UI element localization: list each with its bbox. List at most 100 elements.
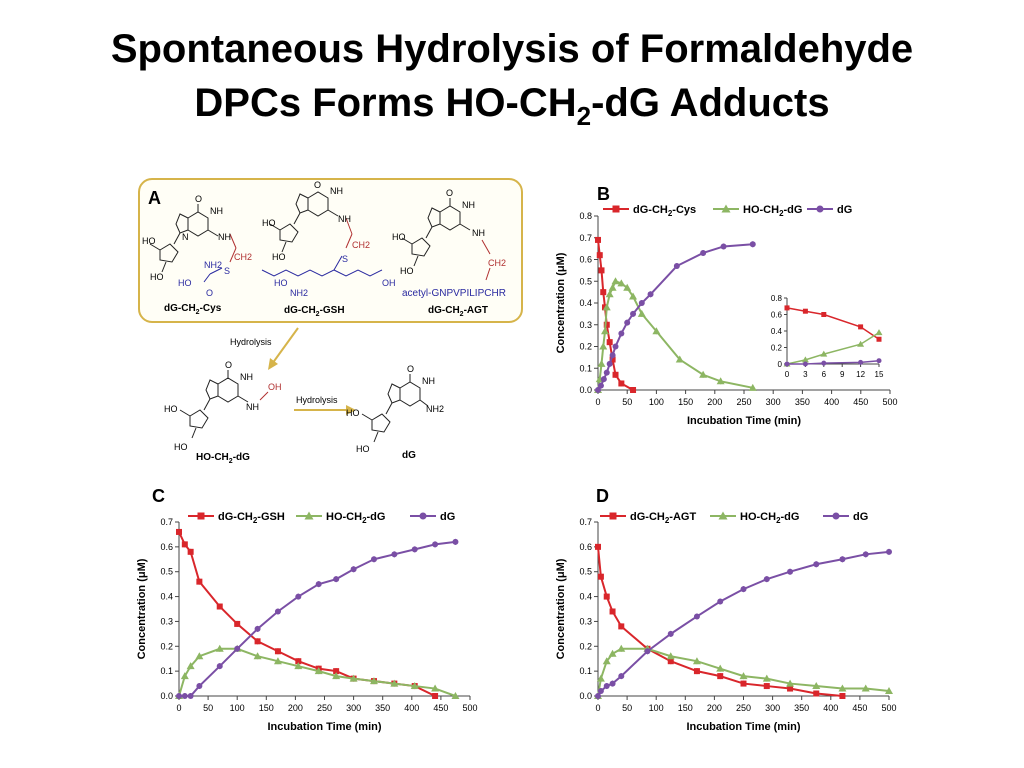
x-tick-label: 450: [853, 397, 868, 407]
y-tick-label: 0.5: [579, 276, 592, 286]
x-tick-label: 50: [622, 397, 632, 407]
legend-label: dG-CH2-AGT: [630, 511, 696, 525]
x-tick-label: 200: [707, 703, 722, 713]
x-tick-label: 400: [824, 397, 839, 407]
panel-a-letter: A: [148, 188, 161, 208]
title-line-2-pre: DPCs Forms HO-CH: [194, 81, 577, 125]
series-1: [175, 644, 460, 699]
atom-oh-2: OH: [268, 382, 282, 392]
slide-title: Spontaneous Hydrolysis of Formaldehyde D…: [0, 22, 1024, 143]
y-tick-label: 0.0: [579, 691, 592, 701]
y-tick-label: 0.6: [579, 255, 592, 265]
series-line: [597, 239, 634, 391]
peptide-label: acetyl-GNPVPILIPCHR: [402, 288, 506, 299]
atom-oh-1: OH: [382, 278, 396, 288]
inset-x-tick-label: 12: [856, 370, 865, 379]
x-tick-label: 400: [823, 703, 838, 713]
y-tick-label: 0.6: [579, 542, 592, 552]
x-tick-label: 150: [678, 703, 693, 713]
inset-y-tick-label: 0: [778, 360, 783, 369]
y-tick-label: 0.7: [579, 233, 592, 243]
y-tick-label: 0.5: [160, 567, 173, 577]
atom-s-2: S: [342, 254, 348, 264]
x-tick-label: 300: [346, 703, 361, 713]
atom-nh2-1: NH2: [204, 260, 222, 270]
atom-ho-10: HO: [174, 442, 188, 452]
inset-x-tick-label: 6: [822, 370, 827, 379]
atom-o-6: O: [407, 364, 414, 374]
y-tick-label: 0.0: [579, 385, 592, 395]
y-tick-label: 0.3: [579, 616, 592, 626]
atom-nh2-2: NH2: [290, 288, 308, 298]
inset-x-tick-label: 0: [785, 370, 790, 379]
legend-marker: [612, 205, 620, 213]
inset-y-tick-label: 0.8: [771, 294, 783, 303]
x-tick-label: 350: [795, 397, 810, 407]
atom-ho-7: HO: [392, 232, 406, 242]
legend-label: HO-CH2-dG: [326, 511, 385, 525]
y-tick-label: 0.7: [160, 517, 173, 527]
x-tick-label: 0: [595, 703, 600, 713]
structure-dg: [361, 374, 429, 443]
inset-bg: [787, 298, 879, 364]
x-axis-label: Incubation Time (min): [687, 415, 801, 427]
atom-ho-1: HO: [142, 236, 156, 246]
series-0: [595, 543, 846, 699]
atom-o-5: O: [225, 360, 232, 370]
panel-b-letter: B: [597, 184, 610, 204]
y-tick-label: 0.1: [160, 666, 173, 676]
y-axis-label: Concentration (μM): [555, 558, 567, 659]
legend-marker: [197, 512, 205, 520]
x-tick-label: 100: [649, 703, 664, 713]
legend: dG-CH2-GSH HO-CH2-dG dG: [188, 511, 455, 525]
atom-nh-3: NH: [330, 186, 343, 196]
atom-o-1: O: [195, 194, 202, 204]
label-dg-ch2-cys: dG-CH2-Cys: [164, 303, 222, 316]
x-tick-label: 100: [230, 703, 245, 713]
inset-x-tick-label: 9: [840, 370, 845, 379]
inset-data-point: [876, 358, 882, 364]
inset-x-tick-label: 15: [875, 370, 884, 379]
inset-data-point: [857, 340, 865, 347]
atom-n-1: N: [182, 232, 189, 242]
panel-c-letter: C: [152, 486, 165, 506]
x-tick-label: 500: [462, 703, 477, 713]
legend-marker: [721, 204, 731, 213]
label-ho-ch2-dg: HO-CH2-dG: [196, 452, 250, 465]
legend-label: dG-CH2-GSH: [218, 511, 285, 525]
y-tick-label: 0.4: [160, 592, 173, 602]
atom-nh-6: NH: [472, 228, 485, 238]
atom-ch2-3: CH2: [488, 258, 506, 268]
x-tick-label: 350: [375, 703, 390, 713]
hydrolysis-arrowhead-1: [268, 358, 278, 370]
inset-data-point: [784, 305, 790, 311]
legend-label: dG: [837, 204, 852, 216]
series-1: [594, 644, 893, 699]
y-axis-label: Concentration (μM): [555, 252, 567, 353]
legend-marker: [419, 512, 427, 520]
legend-label: dG-CH2-Cys: [633, 204, 696, 218]
legend-label: dG: [853, 511, 868, 523]
x-tick-label: 250: [736, 397, 751, 407]
x-tick-label: 150: [678, 397, 693, 407]
atom-nh-5: NH: [462, 200, 475, 210]
x-tick-label: 500: [881, 703, 896, 713]
atom-nh-9: NH: [422, 376, 435, 386]
legend-label: dG: [440, 511, 455, 523]
inset-chart: 0 3 6 9 12 15 0 0.2 0.4 0.6 0.8: [771, 294, 884, 379]
atom-o-4: O: [446, 188, 453, 198]
legend: dG-CH2-AGT HO-CH2-dG dG: [600, 511, 868, 525]
inset-data-point: [858, 359, 864, 365]
y-tick-label: 0.8: [579, 211, 592, 221]
label-dg: dG: [402, 450, 416, 461]
atom-ho-4: HO: [262, 218, 276, 228]
y-tick-label: 0.2: [579, 641, 592, 651]
chart-c: C 0 50 100 150 200 250 300 350 400 450 500 0.0 0.1 0.2…: [136, 486, 478, 733]
inset-data-point: [821, 360, 827, 366]
atom-nh-8: NH: [246, 402, 259, 412]
atom-ho-8: HO: [400, 266, 414, 276]
series-line: [597, 243, 753, 391]
legend-marker: [718, 511, 728, 520]
y-tick-label: 0.7: [579, 517, 592, 527]
x-tick-label: 0: [595, 397, 600, 407]
